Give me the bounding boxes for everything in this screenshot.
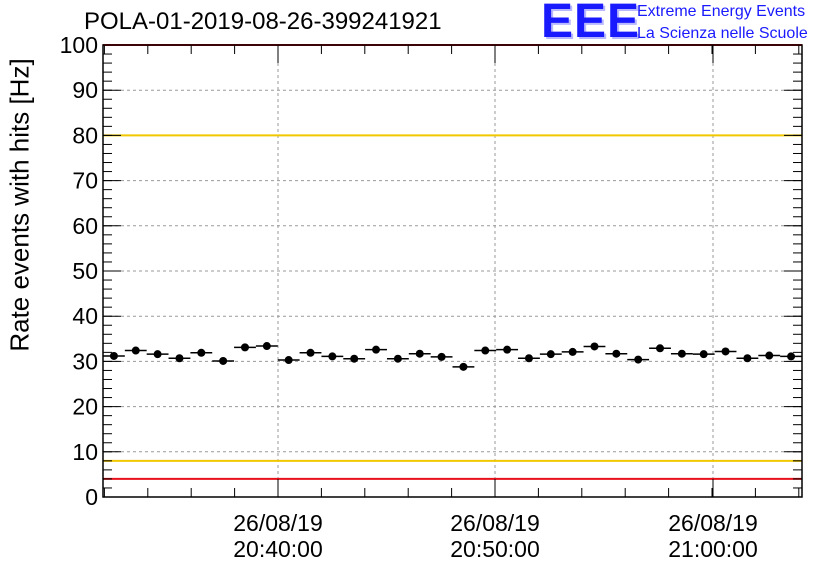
data-point [131,346,140,355]
data-point [743,354,752,363]
y-tick-label: 60 [72,213,98,239]
y-tick-label: 80 [72,122,98,148]
data-point [328,352,337,361]
y-tick-label: 30 [72,348,98,374]
y-axis-label: Rate events with hits [Hz] [4,58,35,352]
data-point [240,343,249,352]
x-tick-labels: 26/08/1920:40:0026/08/1920:50:0026/08/19… [233,510,758,562]
data-point [350,354,359,363]
data-point [306,348,315,357]
y-tick-label: 50 [72,258,98,284]
data-point [437,352,446,361]
y-tick-label: 0 [85,484,98,510]
x-tick-label-time: 20:50:00 [450,536,540,562]
data-point [459,362,468,371]
data-point [656,344,665,353]
axis-ticks [103,44,802,498]
data-point [568,347,577,356]
y-tick-label: 70 [72,168,98,194]
data-point [612,349,621,358]
data-point [262,342,271,351]
data-point [765,351,774,360]
data-point [284,356,293,365]
y-tick-label: 40 [72,303,98,329]
chart-title: POLA-01-2019-08-26-399241921 [84,8,442,35]
data-point [175,354,184,363]
data-series [103,342,802,371]
data-point [197,348,206,357]
logo-subtitle-line-2: La Scienza nelle Scuole [637,25,808,42]
eee-logo: EEE [541,0,641,48]
data-point [393,354,402,363]
data-point [524,354,533,363]
data-point [415,349,424,358]
data-point [503,345,512,354]
data-point [699,350,708,359]
data-point [590,342,599,351]
grid [103,45,802,497]
data-point [677,349,686,358]
data-point [546,350,555,359]
data-point [481,346,490,355]
y-tick-label: 90 [72,77,98,103]
y-tick-label: 10 [72,439,98,465]
data-point [219,356,228,365]
x-tick-label-time: 20:40:00 [233,536,323,562]
data-point [372,345,381,354]
data-point [721,347,730,356]
data-point [787,352,796,361]
data-point [109,351,118,360]
y-tick-label: 20 [72,394,98,420]
y-tick-label: 100 [60,32,98,58]
x-tick-label-time: 21:00:00 [668,536,758,562]
y-tick-labels: 0 10 20 30 40 50 60 70 80 90 100 [60,32,98,510]
x-tick-label-date: 26/08/19 [450,510,540,536]
data-point [153,350,162,359]
x-tick-label-date: 26/08/19 [233,510,323,536]
data-point [634,355,643,364]
x-tick-label-date: 26/08/19 [668,510,758,536]
logo-subtitle-line-1: Extreme Energy Events [637,3,806,20]
reference-lines [103,44,802,480]
